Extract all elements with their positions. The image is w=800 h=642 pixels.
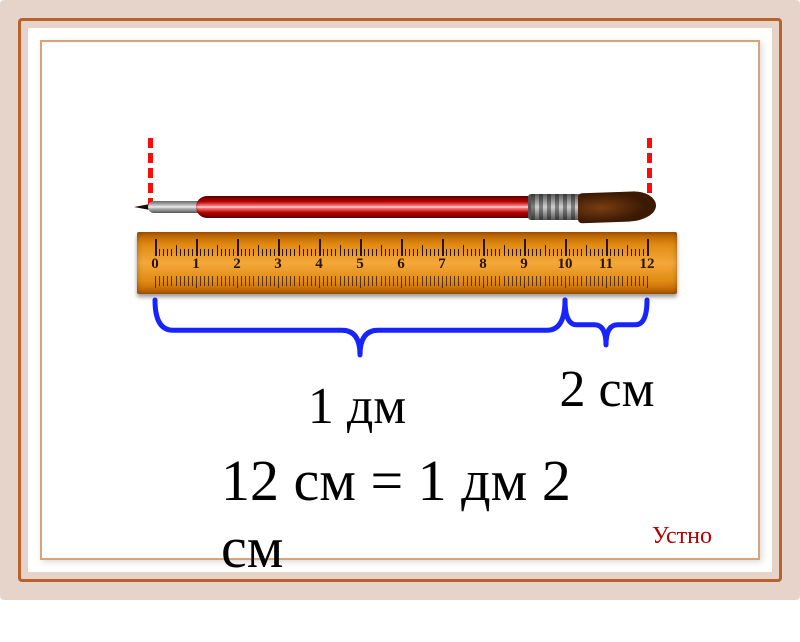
content-card: 0123456789101112 1 дм 2 см 12 см = 1 дм … (40, 40, 760, 560)
equation: 12 см = 1 дм 2 см (221, 447, 579, 581)
outer-frame: 0123456789101112 1 дм 2 см 12 см = 1 дм … (0, 0, 800, 600)
footer-note: Устно (652, 523, 712, 550)
stage: 0123456789101112 1 дм 2 см 12 см = 1 дм … (42, 42, 758, 558)
label-1dm: 1 дм (308, 377, 406, 436)
label-2cm: 2 см (560, 360, 655, 419)
